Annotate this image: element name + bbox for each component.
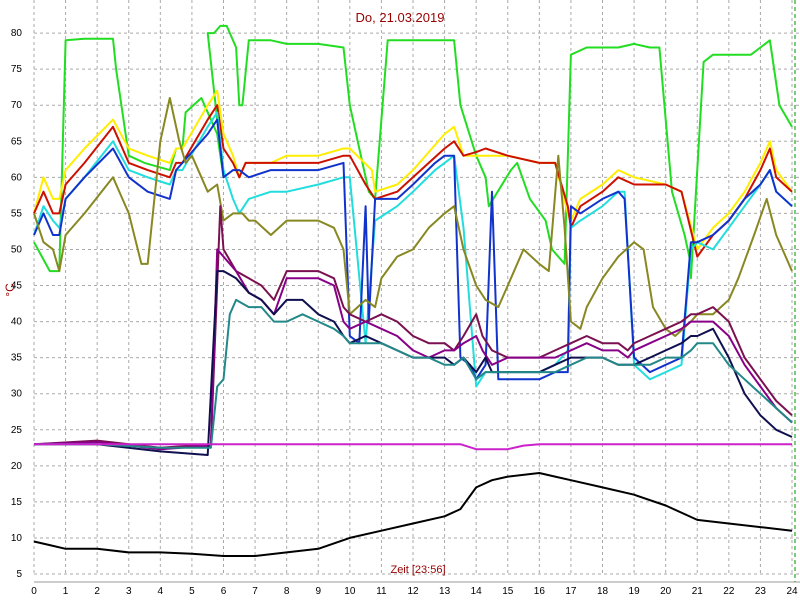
- y-tick-label: 65: [11, 136, 23, 147]
- x-tick-label: 21: [692, 586, 704, 597]
- x-tick-label: 8: [284, 586, 290, 597]
- y-axis-label: °C: [3, 283, 17, 297]
- x-tick-label: 3: [126, 586, 132, 597]
- x-tick-label: 20: [660, 586, 672, 597]
- x-tick-label: 15: [502, 586, 514, 597]
- x-tick-label: 5: [189, 586, 195, 597]
- x-tick-label: 2: [94, 586, 100, 597]
- y-tick-label: 35: [11, 353, 23, 364]
- x-axis-label: Zeit [23:56]: [390, 564, 445, 576]
- y-tick-label: 50: [11, 244, 23, 255]
- series-line-7: [33, 205, 793, 449]
- x-tick-label: 23: [755, 586, 767, 597]
- x-tick-label: 7: [252, 586, 258, 597]
- x-tick-label: 22: [723, 586, 735, 597]
- x-tick-label: 19: [629, 586, 641, 597]
- x-tick-label: 13: [439, 586, 451, 597]
- y-tick-label: 5: [16, 569, 22, 580]
- x-tick-label: 14: [471, 586, 483, 597]
- x-tick-label: 16: [534, 586, 546, 597]
- grid-layer: [33, 0, 800, 583]
- y-tick-label: 45: [11, 281, 23, 292]
- y-tick-label: 15: [11, 497, 23, 508]
- tick-layer: 0 1 2 3 4 5 6 7 8 9 10 11 12 13 14 15 16 17 18 19 20 21 22 23 24…: [11, 0, 798, 597]
- chart-title: Do, 21.03.2019: [356, 10, 445, 25]
- y-tick-label: 60: [11, 172, 23, 183]
- series-line-12: [33, 472, 793, 557]
- series-line-3: [33, 104, 793, 258]
- x-tick-label: 12: [407, 586, 419, 597]
- series-line-4: [33, 111, 793, 388]
- x-tick-label: 17: [565, 586, 577, 597]
- y-tick-label: 30: [11, 389, 23, 400]
- series-line-6: [33, 97, 793, 337]
- x-tick-label: 11: [376, 586, 387, 597]
- y-tick-label: 80: [11, 28, 23, 39]
- series-line-5: [33, 118, 793, 381]
- x-tick-label: 24: [786, 586, 798, 597]
- y-tick-label: 70: [11, 100, 23, 111]
- y-tick-label: 20: [11, 461, 23, 472]
- y-tick-label: 75: [11, 64, 23, 75]
- x-tick-label: 6: [221, 586, 227, 597]
- series-line-10: [34, 298, 793, 449]
- x-tick-label: 1: [63, 586, 69, 597]
- series-layer: [33, 24, 793, 557]
- y-tick-label: 40: [11, 317, 23, 328]
- y-tick-label: 55: [11, 208, 23, 219]
- x-tick-label: 9: [315, 586, 321, 597]
- y-tick-label: 85: [11, 0, 23, 3]
- x-tick-label: 0: [31, 586, 37, 597]
- y-tick-label: 25: [11, 425, 23, 436]
- y-tick-label: 10: [11, 533, 23, 544]
- x-tick-label: 10: [344, 586, 356, 597]
- series-line-11: [34, 443, 792, 451]
- x-tick-label: 4: [158, 586, 164, 597]
- x-tick-label: 18: [597, 586, 609, 597]
